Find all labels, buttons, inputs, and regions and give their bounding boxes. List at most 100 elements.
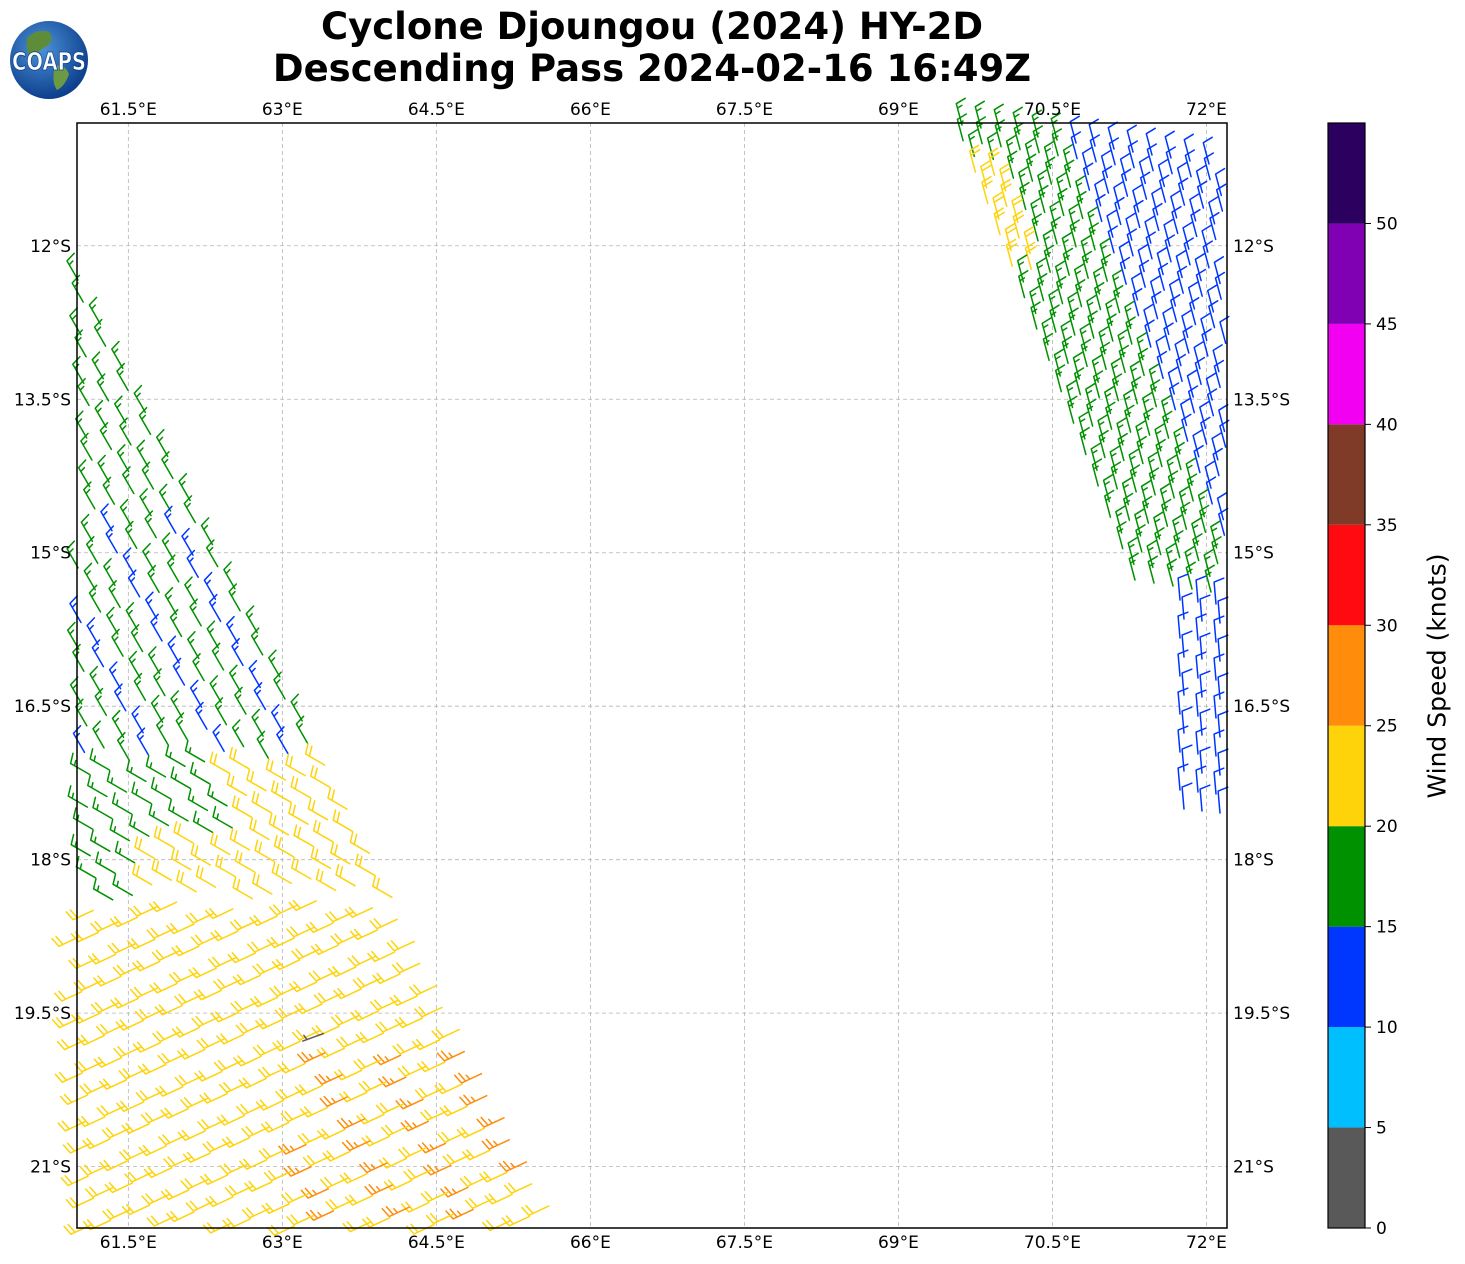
wind-barb (1118, 344, 1130, 374)
wind-barb (383, 1179, 413, 1191)
wind-barb (369, 918, 398, 930)
wind-barb (1195, 689, 1207, 717)
wind-barb (305, 1209, 335, 1221)
wind-barb (1168, 278, 1180, 307)
wind-barb (316, 1047, 346, 1059)
wind-barb (392, 1043, 421, 1055)
wind-barb (151, 858, 173, 881)
wind-barb (249, 914, 278, 927)
wind-barb (1043, 244, 1055, 273)
wind-barb (1192, 429, 1203, 458)
wind-barb (83, 562, 97, 591)
wind-barb (1068, 307, 1079, 336)
wind-barb (305, 921, 335, 934)
wind-barb (139, 488, 152, 517)
wind-barb (274, 1007, 304, 1019)
wind-barb (102, 1208, 131, 1220)
wind-barb (181, 527, 194, 556)
wind-barb (114, 840, 136, 864)
wind-barb (439, 1105, 468, 1117)
wind-barb (116, 1100, 145, 1112)
wind-barb (143, 1166, 173, 1179)
wind-barb (1155, 335, 1166, 364)
wind-barb (1069, 219, 1080, 248)
wind-barb (71, 1012, 100, 1024)
wind-barb (484, 1193, 513, 1205)
wind-barb (1218, 403, 1229, 433)
wind-barb (62, 1142, 92, 1154)
lat-tick-label: 21°S (30, 1158, 71, 1178)
wind-barb (1130, 376, 1142, 405)
wind-barb (1199, 594, 1211, 622)
wind-barb (116, 362, 129, 391)
wind-barb (325, 911, 354, 923)
wind-barb (228, 664, 242, 693)
wind-barb (133, 672, 147, 701)
wind-barb (197, 1119, 226, 1131)
wind-barb (1203, 152, 1215, 181)
wind-barb (244, 1180, 273, 1192)
wind-barb (1091, 458, 1103, 487)
wind-barb (1202, 240, 1213, 269)
wind-barb (236, 1104, 265, 1116)
wind-barb (981, 175, 993, 205)
wind-barb (140, 1112, 170, 1124)
wind-barb (128, 650, 141, 679)
wind-barb (210, 832, 231, 856)
wind-barb (395, 1098, 424, 1110)
wind-barb (208, 593, 222, 623)
wind-barb (1189, 297, 1200, 326)
wind-barb (59, 1093, 89, 1106)
lat-tick-label: 16.5°S (14, 697, 71, 717)
wind-barb (461, 1149, 491, 1161)
wind-barb (104, 1181, 134, 1194)
colorbar-tick-label: 30 (1376, 616, 1398, 636)
wind-barb (1105, 401, 1116, 430)
wind-barb (294, 1003, 323, 1015)
colorbar-bin (1328, 926, 1365, 1028)
wind-barb (258, 1148, 287, 1160)
wind-barb (146, 1215, 176, 1227)
wind-barb (234, 686, 247, 715)
wind-barb (112, 873, 133, 897)
wind-barb (350, 1010, 379, 1022)
wind-barb (195, 865, 217, 888)
wind-barb (271, 958, 301, 971)
wind-barb (133, 384, 147, 414)
wind-barb (1181, 630, 1193, 658)
wind-barb (1182, 325, 1193, 354)
lat-tick-label: 21°S (1233, 1158, 1274, 1178)
wind-barb (1163, 218, 1174, 247)
wind-barb (297, 1133, 327, 1145)
wind-barb (152, 1030, 181, 1043)
wind-barb (54, 990, 83, 1002)
wind-barb (299, 1106, 329, 1118)
wind-barb (70, 833, 91, 857)
wind-barb (310, 846, 332, 870)
gridlines (77, 123, 1227, 1228)
wind-barb (521, 1204, 550, 1217)
wind-barb (1073, 367, 1085, 396)
lon-tick-label: 66°E (570, 100, 611, 120)
wind-barb (1098, 429, 1109, 459)
wind-barb (1129, 464, 1141, 493)
wind-barb (238, 1077, 267, 1089)
wind-barb (364, 1184, 393, 1196)
wind-barb (1132, 288, 1143, 317)
wind-barb (268, 649, 281, 678)
wind-barb (1211, 432, 1222, 461)
colorbar-frame (1327, 122, 1366, 1229)
wind-barb (175, 712, 189, 741)
wind-barb (459, 1094, 488, 1106)
lon-tick-label: 67.5°E (716, 1233, 773, 1253)
wind-barb (281, 1192, 310, 1204)
wind-barb (1006, 150, 1018, 179)
wind-barb (190, 843, 212, 866)
wind-barbs (51, 97, 1230, 1237)
wind-barb (288, 802, 309, 825)
wind-barb (125, 602, 139, 631)
wind-barb (60, 1175, 89, 1187)
wind-barb (148, 803, 170, 827)
wind-barb (221, 1136, 251, 1148)
wind-barb (193, 989, 223, 1001)
